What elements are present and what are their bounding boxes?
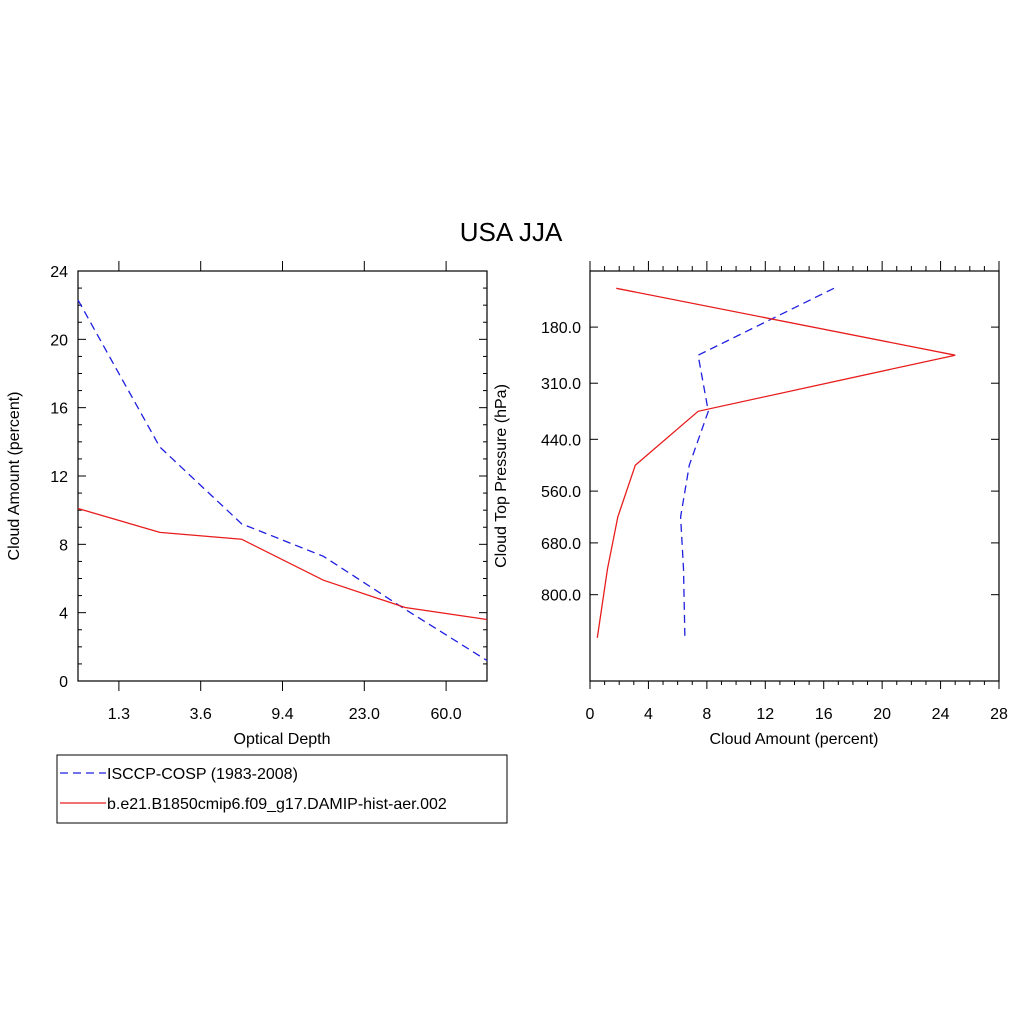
left-y-tick-label: 0: [59, 674, 68, 691]
right-x-tick-label: 4: [644, 706, 653, 723]
right-y-tick-label: 800.0: [541, 588, 581, 605]
right-y-tick-label: 440.0: [541, 432, 581, 449]
right-plot-frame: [589, 270, 1000, 682]
right-y-tick-label: 310.0: [541, 376, 581, 393]
right-chart: 0 4 8 12 16 20 24 28 180.0 310.0 440.0 560.0 680.0 80…: [493, 261, 1008, 748]
right-x-tick-label: 24: [932, 706, 950, 723]
right-series-obs-line: [679, 287, 835, 638]
left-y-tick-label: 12: [50, 469, 68, 486]
left-x-tick-label: 1.3: [108, 706, 130, 723]
right-x-tick-label: 12: [756, 706, 774, 723]
left-plot-frame: [77, 270, 488, 682]
legend: ISCCP-COSP (1983-2008) b.e21.B1850cmip6.…: [56, 754, 508, 824]
left-y-tick-label: 8: [59, 537, 68, 554]
left-x-axis-label: Optical Depth: [234, 731, 331, 748]
chart-title: USA JJA: [460, 217, 563, 247]
left-series-obs-line: [77, 299, 488, 662]
right-x-tick-label: 28: [990, 706, 1008, 723]
left-axis-ticks: 0 4 8 12 16 20 24 1.3 3.6 9.4 23.0 60.0: [50, 261, 487, 723]
right-y-axis-label: Cloud Top Pressure (hPa): [493, 384, 510, 568]
right-y-tick-label: 180.0: [541, 320, 581, 337]
right-x-axis-label: Cloud Amount (percent): [710, 731, 879, 748]
right-x-tick-label: 8: [702, 706, 711, 723]
legend-obs-label: ISCCP-COSP (1983-2008): [107, 766, 298, 783]
right-series-lines: [596, 287, 956, 638]
left-x-tick-label: 23.0: [349, 706, 380, 723]
legend-box: [56, 754, 508, 824]
left-chart: 0 4 8 12 16 20 24 1.3 3.6 9.4 23.0 60.0 Optical Dep…: [6, 261, 488, 748]
left-x-tick-label: 9.4: [271, 706, 293, 723]
left-y-tick-label: 24: [50, 264, 68, 281]
legend-model-label: b.e21.B1850cmip6.f09_g17.DAMIP-hist-aer.…: [107, 796, 447, 813]
right-y-tick-label: 680.0: [541, 536, 581, 553]
left-x-tick-label: 60.0: [431, 706, 462, 723]
right-x-tick-label: 16: [815, 706, 833, 723]
left-series-model-line: [77, 507, 488, 621]
left-y-tick-label: 16: [50, 401, 68, 418]
right-x-tick-label: 20: [873, 706, 891, 723]
right-series-model-line: [596, 287, 956, 638]
right-axis-ticks: 0 4 8 12 16 20 24 28 180.0 310.0 440.0 560.0 680.0 80…: [541, 261, 1008, 723]
left-x-tick-label: 3.6: [190, 706, 212, 723]
right-x-tick-label: 0: [586, 706, 595, 723]
left-y-axis-label: Cloud Amount (percent): [6, 392, 23, 561]
right-y-tick-label: 560.0: [541, 484, 581, 501]
left-y-tick-label: 4: [59, 606, 68, 623]
left-series-lines: [77, 299, 488, 662]
left-y-tick-label: 20: [50, 332, 68, 349]
